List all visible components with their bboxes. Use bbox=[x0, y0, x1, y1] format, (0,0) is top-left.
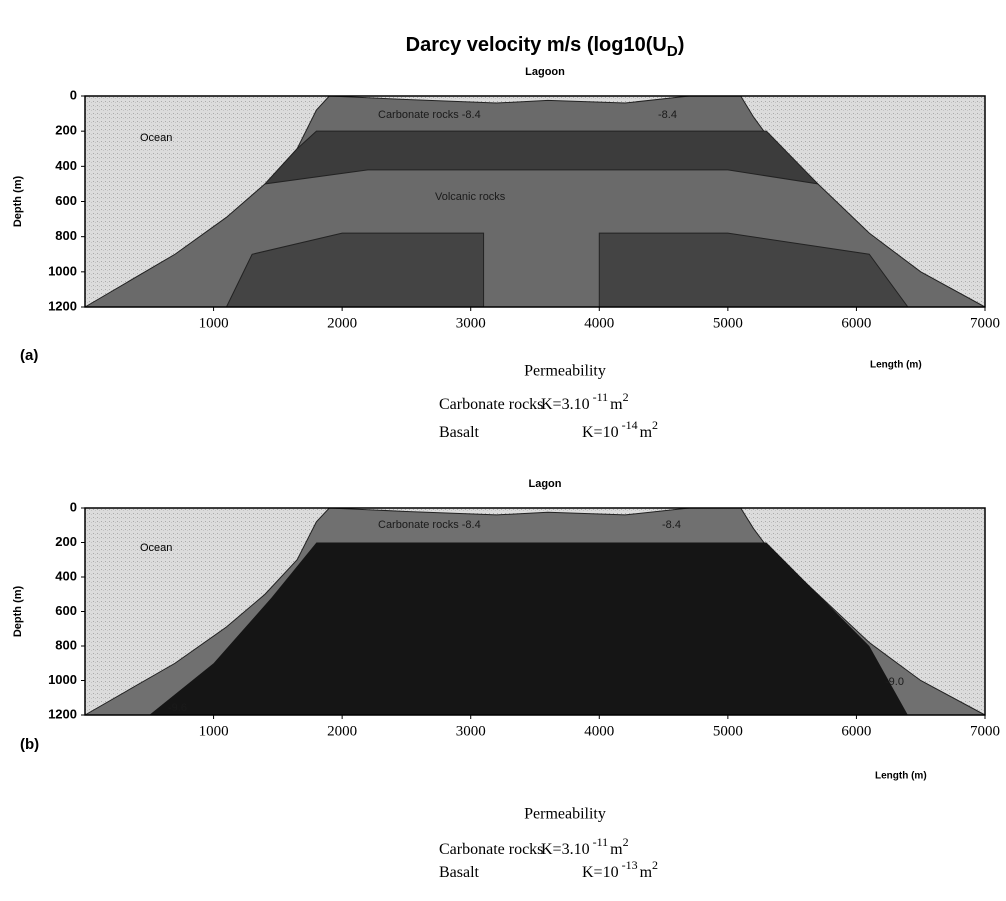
k-exponent: -14 bbox=[622, 418, 638, 432]
y-tick-label: 1000 bbox=[48, 263, 77, 278]
unit: m bbox=[640, 424, 653, 441]
y-tick-label: 600 bbox=[55, 193, 77, 208]
x-tick-label: 5000 bbox=[713, 723, 743, 739]
permeability-heading: Permeability bbox=[524, 363, 606, 380]
rock-region bbox=[149, 542, 908, 715]
annotation: Volcanic rocks bbox=[435, 191, 506, 203]
x-tick-label: 7000 bbox=[970, 723, 1000, 739]
title-subscript: D bbox=[667, 43, 678, 60]
x-tick-label: 1000 bbox=[199, 723, 229, 739]
annotation: -9.6 bbox=[168, 702, 187, 714]
x-tick-label: 2000 bbox=[327, 723, 357, 739]
k-exponent: -13 bbox=[622, 858, 638, 872]
permeability-row: Basalt K=10 -14 m2 bbox=[439, 418, 658, 441]
material: Basalt bbox=[439, 864, 480, 881]
k-value: K=10 bbox=[582, 424, 619, 441]
y-tick-label: 0 bbox=[70, 87, 77, 102]
y-tick-label: 200 bbox=[55, 534, 77, 549]
y-tick-label: 1200 bbox=[48, 298, 77, 313]
title-text: Darcy velocity m/s (log10(U bbox=[406, 34, 667, 56]
x-axis-label: Length (m) bbox=[875, 771, 927, 782]
permeability-row: Carbonate rocksK=3.10 -11 m2 bbox=[439, 835, 629, 858]
annotation: Ocean bbox=[140, 132, 172, 144]
y-axis-label: Depth (m) bbox=[12, 586, 24, 638]
unit-exponent: 2 bbox=[652, 418, 658, 432]
x-tick-label: 2000 bbox=[327, 315, 357, 331]
y-tick-label: 0 bbox=[70, 499, 77, 514]
x-axis-label: Length (m) bbox=[870, 360, 922, 371]
panel: Lagon 0 200 400 600 800 1000 1200 1000 2000 3000 40… bbox=[12, 478, 1000, 881]
y-tick-label: 400 bbox=[55, 568, 77, 583]
material: Basalt bbox=[439, 424, 480, 441]
x-tick-label: 4000 bbox=[584, 723, 614, 739]
k-value: K=3.10 bbox=[541, 841, 590, 858]
y-tick-label: 200 bbox=[55, 123, 77, 138]
annotation: Carbonate rocks -8.4 bbox=[378, 109, 481, 121]
material: Carbonate rocks bbox=[439, 841, 543, 858]
y-axis-label: Depth (m) bbox=[12, 176, 24, 228]
x-tick-label: 7000 bbox=[970, 315, 1000, 331]
y-tick-label: 1000 bbox=[48, 672, 77, 687]
x-tick-label: 3000 bbox=[456, 723, 486, 739]
k-exponent: -11 bbox=[593, 835, 609, 849]
annotation: Carbonate rocks -8.4 bbox=[378, 519, 481, 531]
rock-region bbox=[263, 130, 820, 185]
k-value: K=10 bbox=[582, 864, 619, 881]
x-tick-label: 4000 bbox=[584, 315, 614, 331]
x-tick-label: 6000 bbox=[841, 315, 871, 331]
annotation: Ocean bbox=[140, 542, 172, 554]
annotation: -8.4 bbox=[662, 519, 681, 531]
title-suffix: ) bbox=[678, 34, 685, 56]
annotation: -8.4 bbox=[658, 109, 677, 121]
permeability-row: Carbonate rocksK=3.10 -11 m2 bbox=[439, 390, 629, 413]
permeability-heading: Permeability bbox=[524, 806, 606, 823]
k-value: K=3.10 bbox=[541, 396, 590, 413]
unit: m bbox=[610, 396, 623, 413]
unit: m bbox=[610, 841, 623, 858]
material: Carbonate rocks bbox=[439, 396, 543, 413]
section-title: Lagon bbox=[529, 478, 562, 490]
panel-label: (a) bbox=[20, 347, 38, 364]
unit-exponent: 2 bbox=[652, 858, 658, 872]
unit-exponent: 2 bbox=[623, 390, 629, 404]
y-tick-label: 800 bbox=[55, 228, 77, 243]
y-tick-label: 1200 bbox=[48, 706, 77, 721]
x-tick-label: 1000 bbox=[199, 315, 229, 331]
annotation: -9.0 bbox=[885, 676, 904, 688]
unit-exponent: 2 bbox=[623, 835, 629, 849]
x-tick-label: 5000 bbox=[713, 315, 743, 331]
unit: m bbox=[640, 864, 653, 881]
x-tick-label: 3000 bbox=[456, 315, 486, 331]
figure-title: Darcy velocity m/s (log10(UD) bbox=[406, 34, 685, 60]
panel-label: (b) bbox=[20, 736, 39, 753]
k-exponent: -11 bbox=[593, 390, 609, 404]
y-tick-label: 400 bbox=[55, 158, 77, 173]
y-tick-label: 600 bbox=[55, 603, 77, 618]
section-title: Lagoon bbox=[525, 66, 565, 78]
x-tick-label: 6000 bbox=[841, 723, 871, 739]
panel: Lagoon 0 200 400 600 800 1000 1200 1000 2000 3000 4… bbox=[12, 66, 1000, 441]
permeability-row: Basalt K=10 -13 m2 bbox=[439, 858, 658, 881]
y-tick-label: 800 bbox=[55, 637, 77, 652]
